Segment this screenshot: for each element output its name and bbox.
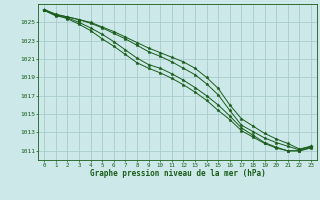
X-axis label: Graphe pression niveau de la mer (hPa): Graphe pression niveau de la mer (hPa) xyxy=(90,169,266,178)
